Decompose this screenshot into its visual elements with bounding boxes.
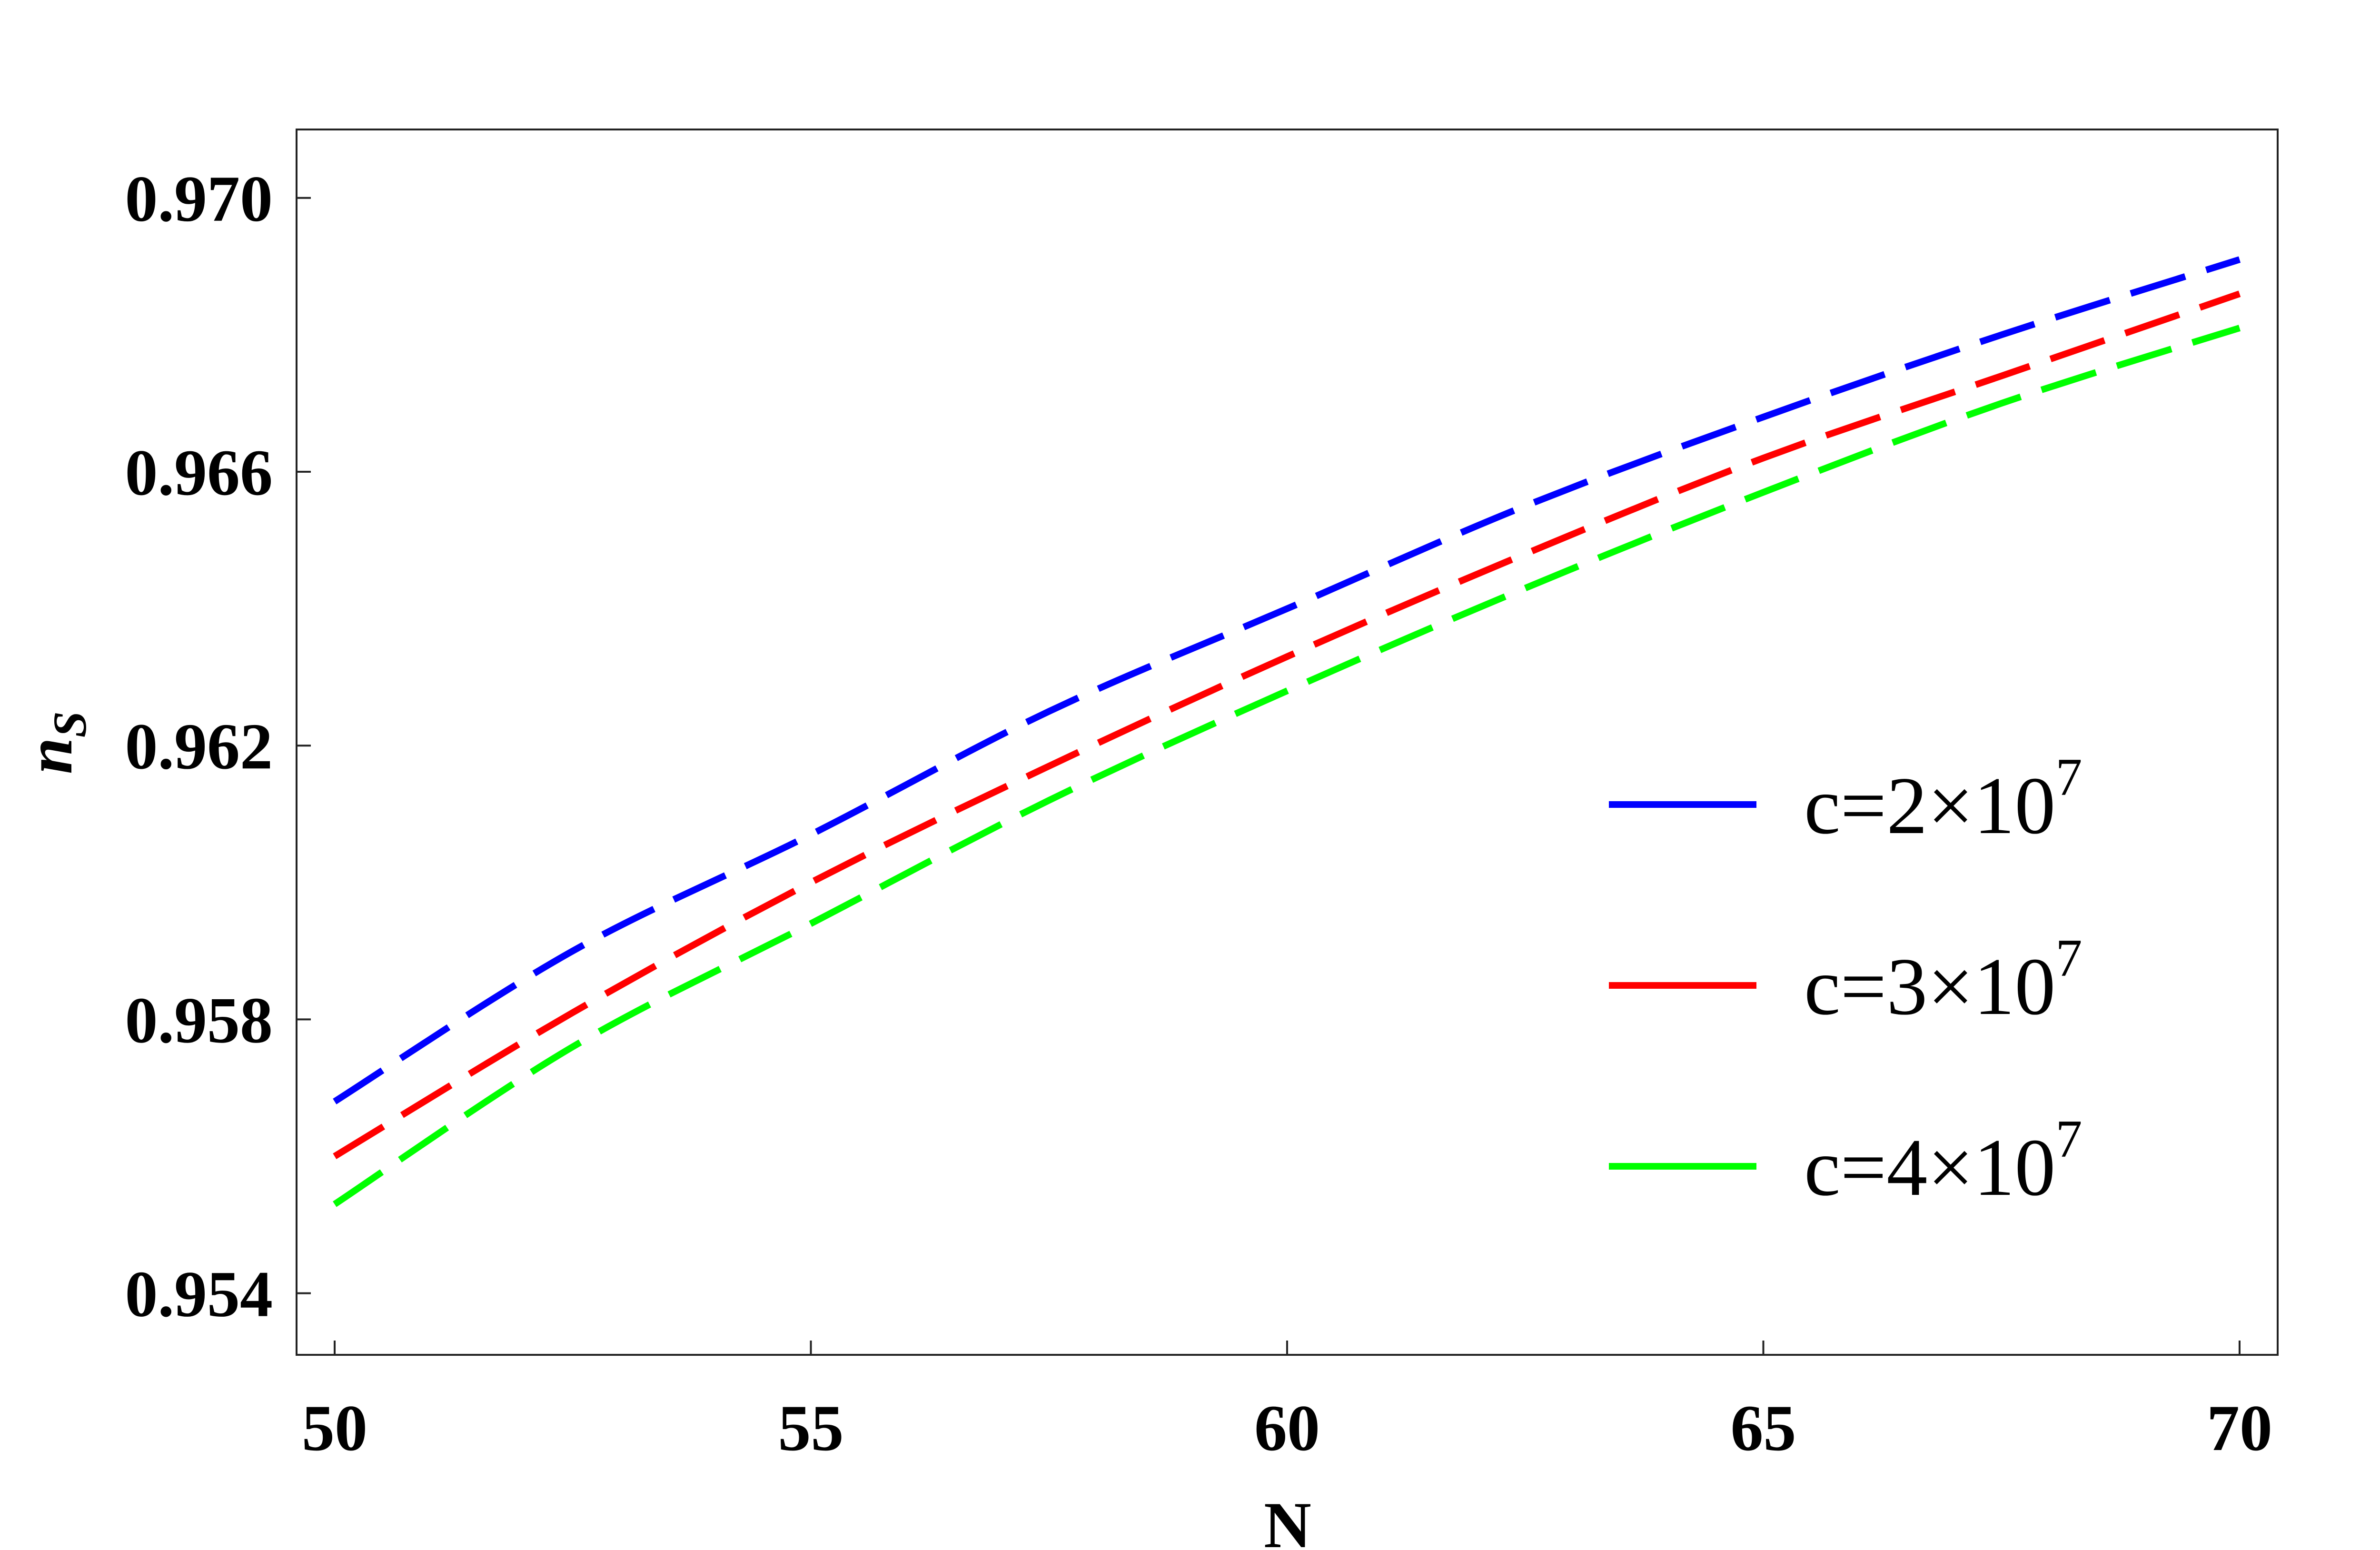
legend-label-exponent: 7 — [2055, 929, 2082, 988]
series-line-1 — [333, 256, 2241, 1104]
series-line-3 — [333, 325, 2241, 1207]
y-tick-label: 0.962 — [125, 710, 273, 783]
legend-label-base: c=4×10 — [1804, 1123, 2055, 1213]
x-ticks: 50 55 60 65 70 — [302, 1341, 2272, 1464]
legend-label-1: c=2×107 — [1804, 748, 2082, 851]
legend-label-3: c=4×107 — [1804, 1110, 2082, 1213]
series-line-2 — [333, 290, 2241, 1159]
y-tick-label: 0.958 — [125, 984, 273, 1056]
series-layer — [333, 256, 2241, 1207]
y-axis-label-main: n — [13, 737, 86, 774]
x-tick-label: 70 — [2207, 1391, 2272, 1464]
legend-label-exponent: 7 — [2055, 748, 2082, 807]
legend-label-exponent: 7 — [2055, 1110, 2082, 1169]
y-axis-label-sub: S — [43, 711, 96, 738]
y-tick-label: 0.970 — [125, 162, 273, 235]
x-tick-label: 65 — [1730, 1391, 1796, 1464]
y-tick-label: 0.954 — [125, 1258, 273, 1331]
x-tick-label: 55 — [778, 1391, 844, 1464]
legend-label-2: c=3×107 — [1804, 929, 2082, 1032]
x-axis-label: N — [1264, 1489, 1311, 1550]
y-tick-label: 0.966 — [125, 436, 273, 509]
x-tick-label: 60 — [1254, 1391, 1320, 1464]
x-tick-label: 50 — [302, 1391, 367, 1464]
y-axis-label: nS — [13, 711, 96, 774]
legend-label-base: c=2×10 — [1804, 761, 2055, 851]
legend-label-base: c=3×10 — [1804, 942, 2055, 1032]
y-ticks: 0.954 0.958 0.962 0.966 0.970 — [125, 162, 311, 1331]
